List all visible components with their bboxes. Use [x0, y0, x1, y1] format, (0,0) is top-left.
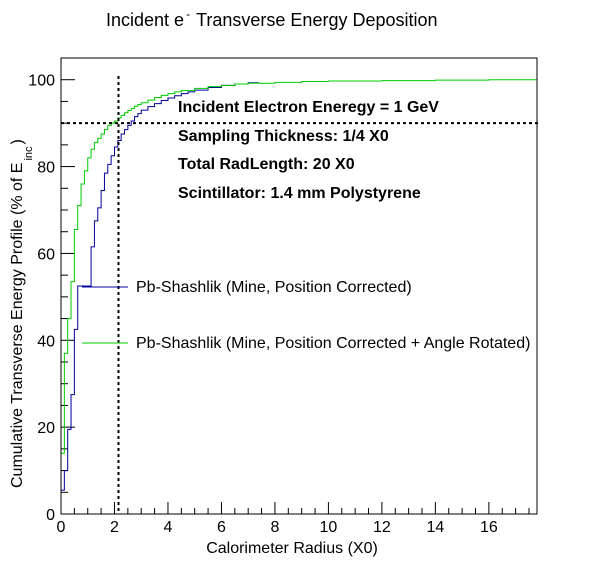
- y-tick-label: 80: [37, 160, 55, 177]
- annotation-energy: Incident Electron Eneregy = 1 GeV: [178, 99, 439, 116]
- y-axis-title-close: ): [9, 139, 26, 144]
- chart-title-main: Incident e: [106, 10, 184, 30]
- legend-label-angle-rotated: Pb-Shashlik (Mine, Position Corrected + …: [136, 335, 530, 352]
- x-axis-title: Calorimeter Radius (X0): [206, 540, 378, 557]
- x-tick-label: 0: [57, 519, 66, 536]
- x-axis-ticks: 0 2 4 6 8 10 12 14 16: [57, 502, 530, 536]
- series-line-1: [60, 79, 537, 514]
- legend: Pb-Shashlik (Mine, Position Corrected) P…: [82, 279, 530, 352]
- annotation-radlength: Total RadLength: 20 X0: [178, 156, 355, 173]
- series-layer: [60, 79, 537, 514]
- chart-title-superscript: -: [186, 7, 190, 21]
- y-axis-title: Cumulative Transverse Energy Profile (% …: [9, 139, 35, 488]
- y-tick-label: 100: [28, 73, 55, 90]
- x-tick-label: 10: [320, 519, 338, 536]
- y-tick-label: 40: [37, 333, 55, 350]
- chart-title-rest: Transverse Energy Deposition: [196, 10, 437, 30]
- x-tick-label: 16: [480, 519, 498, 536]
- annotation-block: Incident Electron Eneregy = 1 GeV Sampli…: [178, 99, 439, 202]
- annotation-scintillator: Scintillator: 1.4 mm Polystyrene: [178, 185, 421, 202]
- x-tick-label: 2: [110, 519, 119, 536]
- y-tick-label: 20: [37, 420, 55, 437]
- y-axis-title-main: Cumulative Transverse Energy Profile (% …: [9, 163, 26, 488]
- y-tick-label: 60: [37, 246, 55, 263]
- x-tick-label: 14: [426, 519, 444, 536]
- plot-frame: [60, 57, 538, 515]
- y-axis-title-sub: inc: [23, 146, 35, 161]
- annotation-thickness: Sampling Thickness: 1/4 X0: [178, 128, 389, 145]
- legend-label-position-corrected: Pb-Shashlik (Mine, Position Corrected): [136, 279, 412, 296]
- series-line-0: [60, 82, 259, 514]
- reference-lines: [61, 76, 541, 514]
- x-tick-label: 12: [373, 519, 391, 536]
- y-tick-label: 0: [46, 507, 55, 524]
- x-tick-label: 6: [217, 519, 226, 536]
- chart-title: Incident e - Transverse Energy Deposition: [106, 7, 438, 30]
- x-tick-label: 8: [270, 519, 279, 536]
- x-tick-label: 4: [164, 519, 173, 536]
